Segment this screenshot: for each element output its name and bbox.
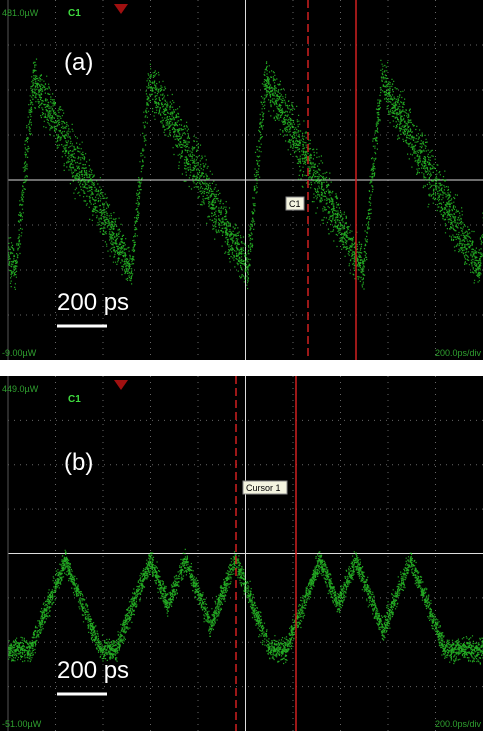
scale-bar-label: 200 ps (57, 657, 129, 684)
channel-label: C1 (68, 8, 81, 19)
channel-label: C1 (68, 394, 81, 405)
top-reading: 481.0µW (2, 8, 39, 18)
timebase: 200.0ps/div (435, 719, 482, 729)
panel-label: (a) (64, 49, 93, 76)
panel-label: (b) (64, 449, 93, 476)
bottom-reading: -9.00µW (2, 348, 37, 358)
cursor-label: Cursor 1 (246, 483, 281, 493)
scope-screenshot: C1 481.0µW C1 (a) 200 ps -9.00µW 200.0ps/div Cu… (0, 0, 483, 731)
scale-bar-label: 200 ps (57, 289, 129, 316)
timebase: 200.0ps/div (435, 348, 482, 358)
top-reading: 449.0µW (2, 384, 39, 394)
bottom-reading: -51.00µW (2, 719, 42, 729)
cursor-label: C1 (289, 199, 301, 209)
